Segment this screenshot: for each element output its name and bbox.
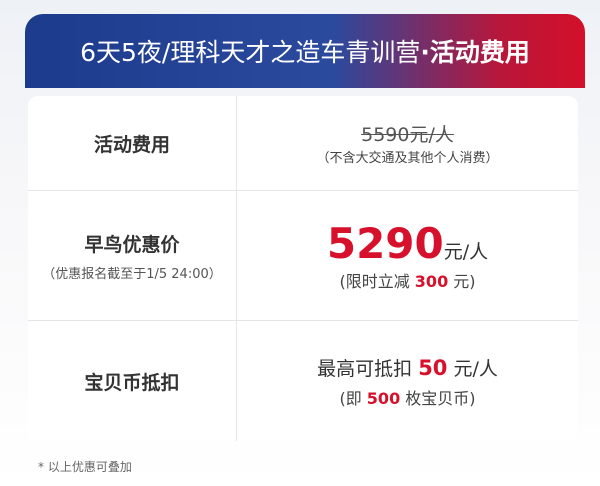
note-text: (限时立减 <box>339 272 410 291</box>
row-label: 早鸟优惠价 <box>84 233 180 256</box>
row-label: 宝贝币抵扣 <box>84 371 180 394</box>
label-cell: 早鸟优惠价 （优惠报名截至于1/5 24:00） <box>28 191 237 320</box>
header-title: 6天5夜/理科天才之造车青训营 <box>80 38 421 67</box>
price-unit: 元/人 <box>443 241 489 263</box>
row-label: 活动费用 <box>93 133 170 156</box>
coin-value: 50 <box>418 355 448 380</box>
value-cell: 最高可抵扣 50 元/人 (即 500 枚宝贝币) <box>237 321 578 441</box>
price-table: 活动费用 5590元/人 （不含大交通及其他个人消费） 早鸟优惠价 （优惠报名截… <box>28 96 578 441</box>
note-text: 元) <box>453 272 476 291</box>
original-price: 5590元/人 <box>361 124 454 146</box>
value-cell: 5290元/人 (限时立减 300 元) <box>237 191 578 320</box>
line-text: 最高可抵扣 <box>317 357 413 380</box>
table-row: 宝贝币抵扣 最高可抵扣 50 元/人 (即 500 枚宝贝币) <box>28 321 578 441</box>
line-text: (即 <box>339 388 362 408</box>
line-text: 枚宝贝币) <box>405 388 476 408</box>
footer-note: * 以上优惠可叠加 <box>38 460 132 474</box>
early-price: 5290 <box>326 219 444 268</box>
label-cell: 活动费用 <box>28 96 237 190</box>
line-text: 元/人 <box>453 357 498 380</box>
discount-value: 300 <box>414 272 449 291</box>
table-row: 早鸟优惠价 （优惠报名截至于1/5 24:00） 5290元/人 (限时立减 3… <box>28 191 578 321</box>
label-cell: 宝贝币抵扣 <box>28 321 237 441</box>
header-highlight: ·活动费用 <box>420 38 530 67</box>
value-cell: 5590元/人 （不含大交通及其他个人消费） <box>237 96 578 190</box>
table-row: 活动费用 5590元/人 （不含大交通及其他个人消费） <box>28 96 578 191</box>
row-sublabel: （优惠报名截至于1/5 24:00） <box>42 266 222 282</box>
coin-count: 500 <box>366 388 401 408</box>
price-note: （不含大交通及其他个人消费） <box>316 151 499 166</box>
header-banner: 6天5夜/理科天才之造车青训营 ·活动费用 <box>25 14 585 88</box>
